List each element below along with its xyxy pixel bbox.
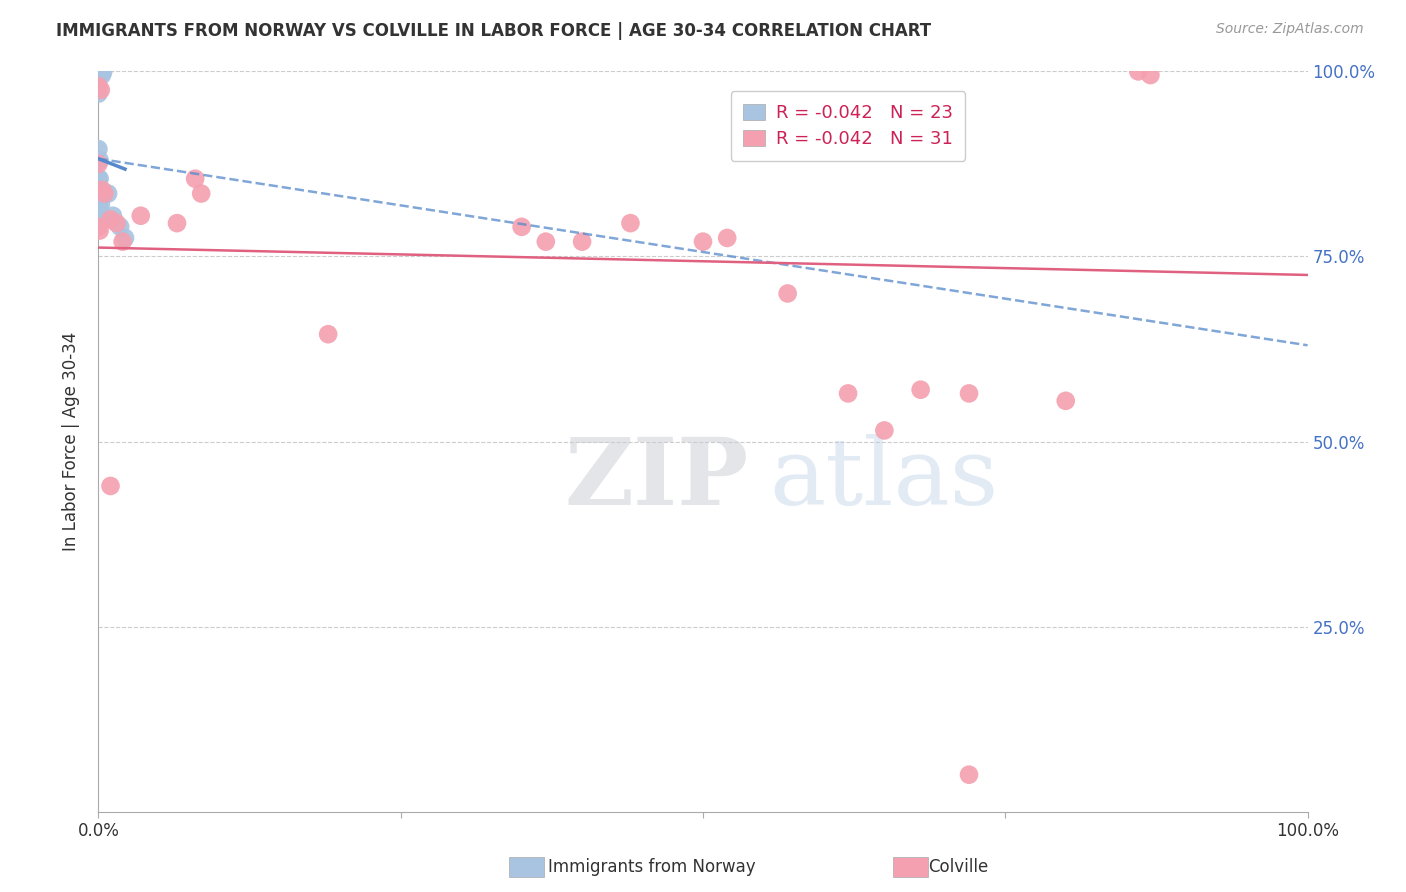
Point [87, 183, 110, 197]
Text: ZIP: ZIP [564, 434, 748, 524]
Point [114, 231, 136, 245]
Point [108, 219, 131, 234]
Y-axis label: In Labor Force | Age 30-34: In Labor Force | Age 30-34 [62, 332, 80, 551]
Point [1139, 68, 1161, 82]
Point [90, 197, 112, 211]
Point [571, 235, 593, 249]
Point [873, 424, 896, 438]
Point [129, 209, 152, 223]
Point [1128, 64, 1150, 78]
Text: Source: ZipAtlas.com: Source: ZipAtlas.com [1216, 22, 1364, 37]
Point [87, 219, 110, 234]
Point [87, 157, 110, 171]
Point [89, 183, 111, 197]
Point [87, 79, 110, 94]
Point [957, 767, 980, 781]
Point [101, 209, 124, 223]
Point [87, 212, 110, 227]
Point [316, 327, 339, 342]
Point [776, 286, 799, 301]
Text: atlas: atlas [769, 434, 998, 524]
Point [87, 64, 110, 78]
Legend: R = -0.042   N = 23, R = -0.042   N = 31: R = -0.042 N = 23, R = -0.042 N = 31 [731, 92, 966, 161]
Point [111, 235, 134, 249]
Point [1054, 393, 1077, 408]
Point [510, 219, 533, 234]
Point [105, 216, 128, 230]
Point [91, 68, 114, 82]
Point [87, 87, 110, 101]
Text: Immigrants from Norway: Immigrants from Norway [548, 858, 756, 876]
Point [100, 212, 122, 227]
Point [89, 223, 111, 237]
Point [87, 190, 110, 204]
Point [91, 183, 114, 197]
Point [90, 83, 112, 97]
Point [957, 386, 980, 401]
Point [87, 142, 110, 156]
Point [184, 171, 207, 186]
Point [837, 386, 859, 401]
Point [89, 205, 111, 219]
Point [91, 64, 114, 78]
Point [87, 197, 110, 211]
Point [87, 171, 110, 186]
Point [89, 153, 111, 168]
Point [716, 231, 738, 245]
Point [87, 205, 110, 219]
Text: Colville: Colville [928, 858, 988, 876]
Point [534, 235, 557, 249]
Point [93, 186, 115, 201]
Point [166, 216, 188, 230]
Point [97, 186, 120, 201]
Point [89, 68, 111, 82]
Point [89, 171, 111, 186]
Point [190, 186, 212, 201]
Point [90, 64, 112, 78]
Point [692, 235, 714, 249]
Point [619, 216, 641, 230]
Point [90, 212, 112, 227]
Text: IMMIGRANTS FROM NORWAY VS COLVILLE IN LABOR FORCE | AGE 30-34 CORRELATION CHART: IMMIGRANTS FROM NORWAY VS COLVILLE IN LA… [56, 22, 931, 40]
Point [100, 479, 122, 493]
Point [910, 383, 932, 397]
